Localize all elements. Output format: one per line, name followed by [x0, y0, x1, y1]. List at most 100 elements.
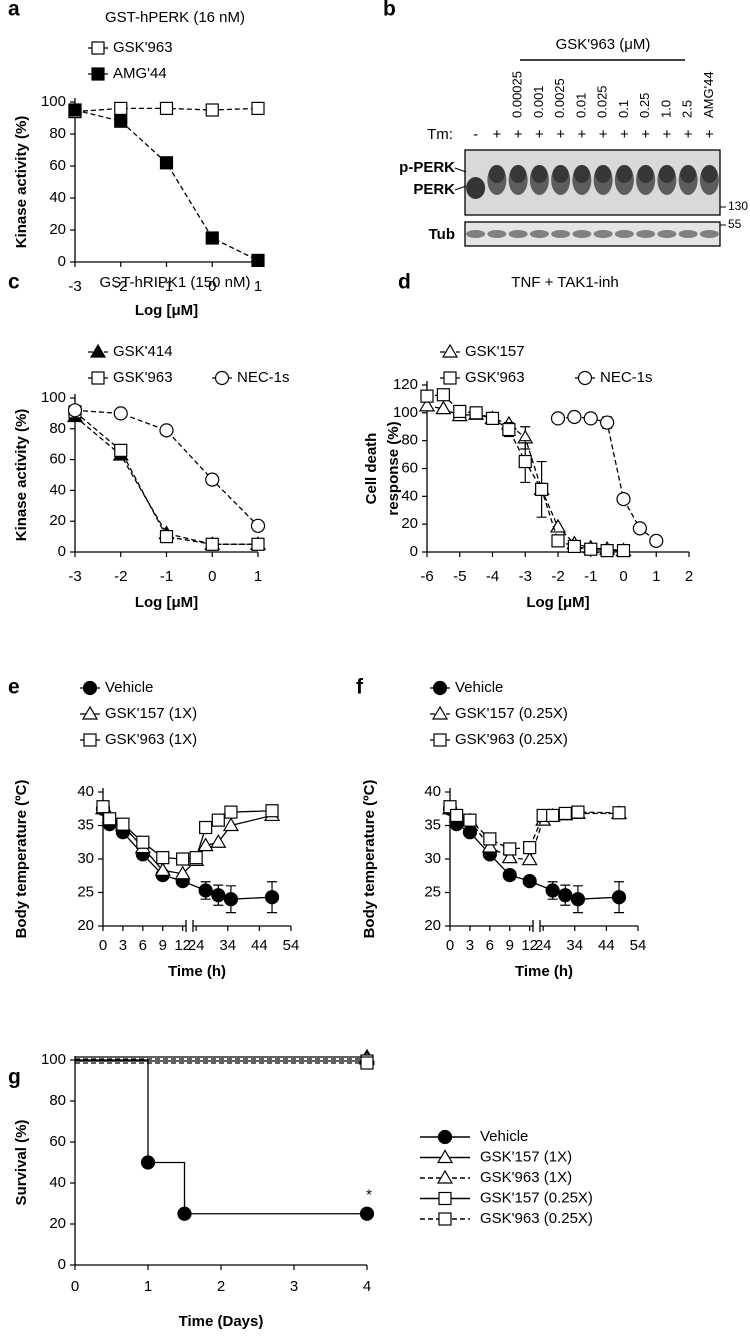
- x-tick-label: 4: [363, 1278, 371, 1295]
- marker: [176, 852, 190, 866]
- marker: [156, 851, 170, 865]
- x-tick-label: 9: [506, 937, 514, 954]
- marker: [443, 371, 457, 385]
- x-tick-label: 0: [446, 937, 454, 954]
- panel-label: a: [8, 0, 20, 21]
- y-tick-label: 0: [58, 253, 66, 270]
- x-tick-label: -6: [420, 568, 433, 585]
- marker: [264, 890, 280, 905]
- marker: [584, 542, 598, 556]
- marker: [616, 544, 631, 558]
- legend-label: Vehicle: [480, 1128, 528, 1145]
- marker: [154, 862, 171, 876]
- band: [488, 165, 505, 183]
- x-tick-label: 54: [630, 937, 647, 954]
- band: [552, 165, 569, 183]
- blot-panel: [464, 221, 721, 247]
- legend-label: GSK'963 (1X): [105, 731, 197, 748]
- tm-sign: +: [514, 126, 523, 143]
- y-tick-label: 30: [424, 850, 441, 867]
- marker: [116, 817, 130, 831]
- x-tick-label: -5: [453, 568, 466, 585]
- legend-label: GSK'963: [465, 369, 525, 386]
- marker: [360, 1056, 374, 1070]
- x-tick-label: 0: [619, 568, 627, 585]
- band: [593, 230, 613, 238]
- band: [680, 165, 697, 183]
- y-tick-label: 0: [410, 543, 418, 560]
- y-tick-label: 40: [49, 1174, 66, 1191]
- marker: [469, 406, 483, 420]
- marker: [251, 253, 265, 267]
- x-tick-label: 44: [598, 937, 615, 954]
- marker: [570, 892, 586, 907]
- marker: [224, 805, 238, 819]
- marker: [214, 370, 230, 386]
- marker: [81, 705, 99, 720]
- legend-label: GSK'157 (0.25X): [480, 1189, 593, 1206]
- marker: [577, 370, 593, 386]
- marker: [205, 231, 219, 245]
- marker: [438, 1212, 452, 1226]
- legend-label: GSK'414: [113, 343, 173, 360]
- marker: [83, 733, 97, 747]
- marker: [436, 1149, 454, 1164]
- legend-label: Vehicle: [455, 679, 503, 696]
- marker: [611, 890, 627, 905]
- panel-label: e: [8, 676, 20, 699]
- tm-sign: +: [535, 126, 544, 143]
- marker: [205, 472, 220, 487]
- x-axis-title: Time (Days): [179, 1313, 264, 1330]
- marker: [159, 101, 174, 116]
- tm-sign: +: [556, 126, 565, 143]
- y-tick-label: 60: [401, 459, 418, 476]
- marker: [433, 733, 447, 747]
- x-axis-title: Log [μM]: [135, 594, 198, 611]
- band: [508, 230, 528, 238]
- marker: [550, 411, 566, 426]
- band: [701, 165, 718, 183]
- marker: [223, 892, 239, 907]
- band: [487, 230, 507, 238]
- x-tick-label: -2: [114, 278, 127, 295]
- lane-label: 0.025: [595, 85, 610, 118]
- y-tick-label: 40: [401, 487, 418, 504]
- marker: [485, 411, 500, 425]
- marker: [177, 1206, 192, 1221]
- tm-sign: +: [684, 126, 693, 143]
- y-tick-label: 20: [77, 917, 94, 934]
- x-tick-label: 12: [521, 937, 538, 954]
- y-tick-label: 20: [49, 512, 66, 529]
- marker: [205, 537, 219, 551]
- marker: [211, 888, 226, 903]
- marker: [67, 403, 83, 418]
- marker: [82, 680, 98, 696]
- panel-label: d: [398, 271, 411, 294]
- y-tick-label: 100: [41, 1051, 66, 1068]
- marker: [250, 518, 266, 533]
- lane-label: 2.5: [680, 100, 695, 118]
- band-label: p-PERK: [399, 159, 455, 176]
- x-axis-title: Time (h): [168, 963, 226, 980]
- marker: [502, 422, 516, 437]
- lane-label: 0.0025: [552, 78, 567, 118]
- y-tick-label: 35: [424, 816, 441, 833]
- band: [531, 165, 548, 183]
- mw-label: 55: [728, 217, 742, 231]
- mw-label: 130: [728, 199, 748, 213]
- marker: [612, 806, 626, 820]
- marker: [91, 67, 105, 81]
- band: [658, 165, 675, 183]
- annotation: *: [366, 1187, 372, 1204]
- x-tick-label: 24: [535, 937, 552, 954]
- x-tick-label: 0: [99, 937, 107, 954]
- lane-label: 0.01: [573, 93, 588, 118]
- y-tick-label: 100: [393, 404, 418, 421]
- marker: [159, 529, 174, 544]
- marker: [140, 1155, 156, 1170]
- chart-title: GST-hRIPK1 (150 nM): [100, 274, 251, 291]
- y-tick-label: 40: [49, 189, 66, 206]
- lane-label: 1.0: [658, 100, 673, 118]
- marker: [600, 415, 615, 430]
- panel-label: c: [8, 271, 20, 294]
